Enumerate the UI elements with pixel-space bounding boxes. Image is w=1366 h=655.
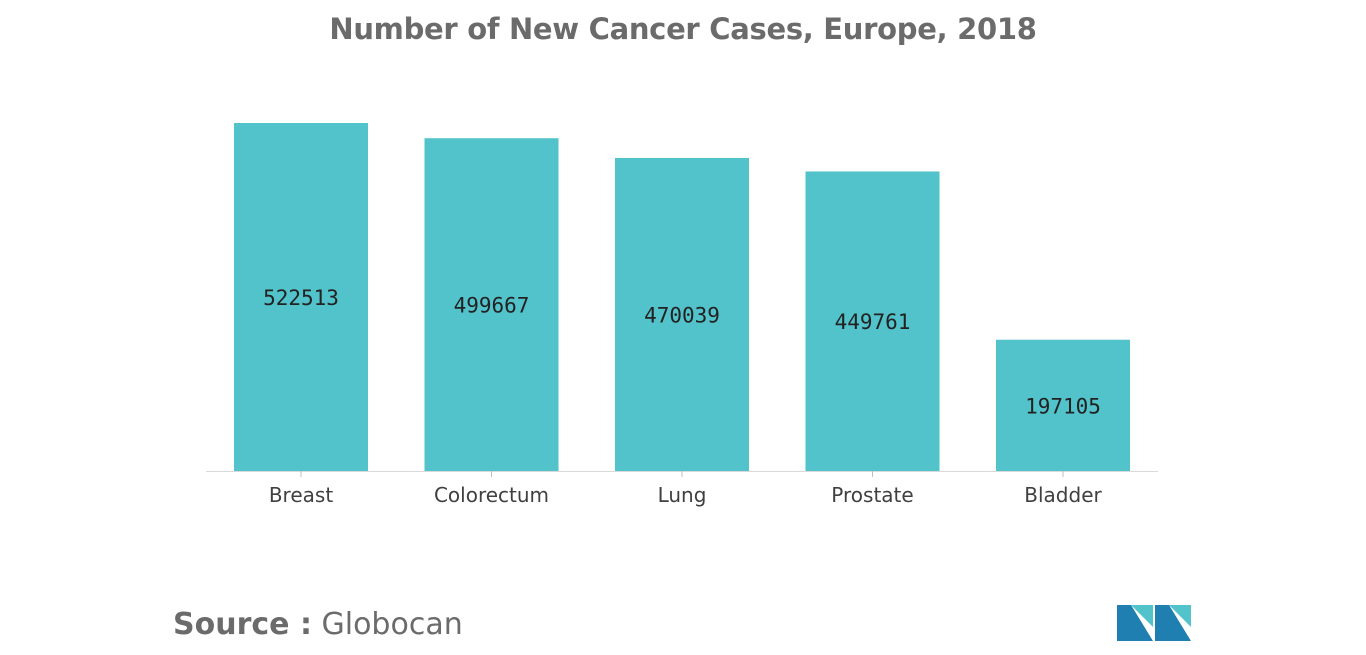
- brand-logo: [1117, 605, 1191, 641]
- logo-middle-shape: [1131, 605, 1153, 627]
- bar-breast: [234, 123, 368, 471]
- source-note: Source : Globocan: [173, 607, 463, 642]
- x-tick-label-lung: Lung: [658, 483, 707, 507]
- chart-title: Number of New Cancer Cases, Europe, 2018: [329, 12, 1037, 46]
- x-tick-label-bladder: Bladder: [1024, 483, 1102, 507]
- x-tick-label-prostate: Prostate: [831, 483, 913, 507]
- data-label-prostate: 449761: [835, 310, 911, 334]
- logo-left-shape: [1117, 605, 1153, 641]
- data-label-breast: 522513: [263, 286, 339, 310]
- logo-right-shape: [1155, 605, 1191, 641]
- data-label-colorectum: 499667: [454, 294, 530, 318]
- bars-layer: 522513 499667 470039 449761 197105: [234, 123, 1130, 472]
- data-label-bladder: 197105: [1025, 394, 1101, 418]
- bar-colorectum: [424, 138, 559, 472]
- source-label: Source :: [173, 607, 312, 642]
- x-tick-label-colorectum: Colorectum: [434, 483, 549, 507]
- logo-right-top-shape: [1169, 605, 1191, 627]
- bar-prostate: [805, 171, 940, 471]
- x-tick-label-breast: Breast: [269, 483, 333, 507]
- source-value: Globocan: [321, 607, 463, 642]
- bar-lung: [615, 157, 749, 472]
- x-axis: Breast Colorectum Lung Prostate Bladder: [206, 471, 1158, 507]
- bar-bladder: [996, 339, 1130, 471]
- data-label-lung: 470039: [644, 303, 720, 327]
